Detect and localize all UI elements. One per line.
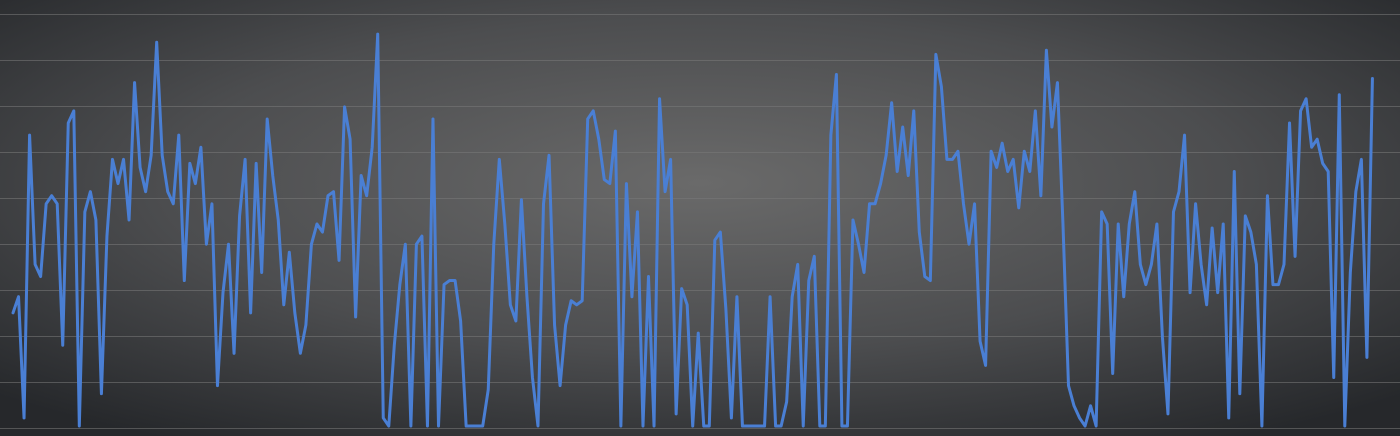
series-group (11, 32, 1374, 428)
series-line (11, 32, 1374, 428)
